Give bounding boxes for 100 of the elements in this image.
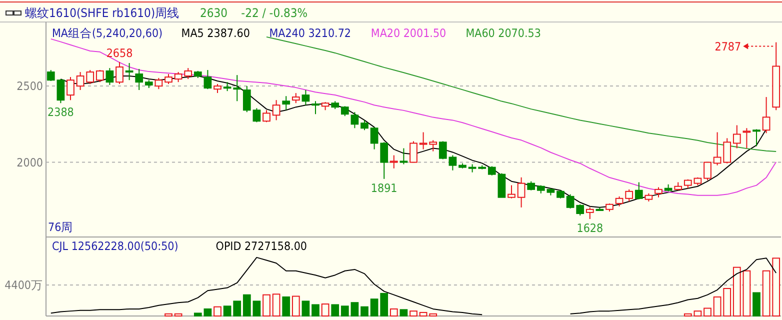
candlestick [615,196,624,207]
candlestick [380,142,388,180]
candlestick [488,166,496,176]
bar [340,306,349,316]
bar [360,306,368,316]
candlestick [517,176,526,208]
candlestick [360,120,368,131]
candlestick [242,86,251,113]
candlestick [390,154,398,169]
candlestick [634,182,643,200]
bar [410,310,418,316]
bar [262,294,270,316]
bar [204,308,212,316]
candlestick [340,106,349,117]
legend-label: MA240 3210.72 [269,26,352,40]
candlestick [732,124,741,149]
candlestick [282,96,290,111]
bar [732,266,741,316]
bar [380,292,388,316]
candlestick [56,78,65,104]
candlestick [576,204,584,216]
chart-title: 螺纹1610(SHFE rb1610)周线 [25,6,180,20]
text: MA60 2070.53 [466,26,541,40]
bar [242,294,251,316]
chart-subtitle: 2630 -22 / -0.83% [200,6,308,20]
bar [282,296,290,316]
candlestick [438,140,447,160]
text: MA5 2387.60 [181,26,250,40]
bar [704,308,712,316]
bar [164,313,172,316]
bar [762,270,770,316]
candlestick [154,77,163,90]
candlestick [586,206,594,220]
bar [742,270,751,316]
candlestick [76,72,84,91]
bar [252,300,261,316]
candlestick [164,73,172,85]
candlestick [262,110,270,123]
annotation: 1891 [370,180,398,195]
bar [233,300,242,316]
bar [194,312,202,316]
candlestick [400,148,408,165]
candlestick [233,74,242,102]
annotation: 1628 [576,221,604,236]
bar [174,313,182,316]
candlestick [252,108,261,123]
annotation: OPID 2727158.00 [216,239,308,253]
bar [400,309,408,316]
bar [694,310,702,316]
candlestick [742,128,751,149]
candlestick [106,68,114,86]
candlestick [350,112,359,129]
annotation: 2787 [714,39,742,54]
annotation: 2658 [106,46,133,60]
candlestick [66,76,74,101]
bar [723,288,732,316]
candlestick [370,126,378,150]
candlestick [292,92,300,104]
candlestick [410,140,418,163]
candlestick [429,140,438,152]
bar [214,306,222,316]
candlestick [704,162,712,181]
candlestick [116,61,124,85]
bar [752,292,760,316]
candlestick [125,62,134,81]
bar [429,313,438,316]
candlestick [508,184,516,199]
candlestick [86,70,94,85]
bar [223,306,232,316]
bar [684,313,692,316]
bar [292,296,300,316]
bar [312,304,320,316]
candlestick [46,70,55,82]
bar [370,298,378,316]
annotation: 76周 [48,220,74,234]
candlestick [654,186,662,198]
candlestick [723,138,732,164]
bar [321,304,330,316]
candlestick [184,68,192,80]
y-tick-label: 4400万 [4,278,43,292]
y-tick-label: 2500 [16,79,43,94]
candlestick [419,132,428,150]
bar [272,294,280,316]
bar [350,302,359,316]
candlestick [498,172,506,198]
y-tick-label: 2000 [16,155,43,170]
text: MA20 2001.50 [370,26,446,40]
bar [772,258,780,316]
legend-title: MA组合(5,240,20,60) [52,26,163,40]
bar [302,300,310,316]
candlestick [135,68,144,91]
candlestick [625,188,634,202]
candlestick [272,100,280,121]
line-series [50,38,777,196]
bar [331,304,340,316]
annotation: CJL 12562228.00(50:50) [52,239,178,253]
candlestick [566,194,574,209]
candlestick [96,70,104,83]
candlestick [448,154,457,171]
candlestick [204,70,212,90]
